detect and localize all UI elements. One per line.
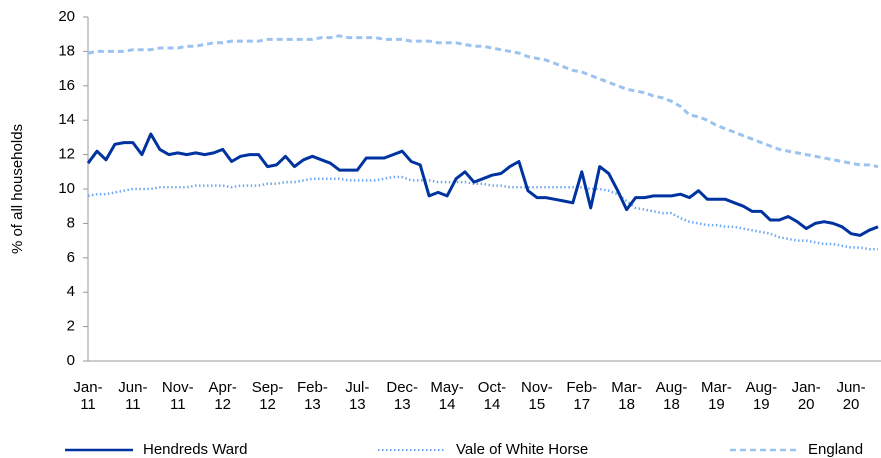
series-line bbox=[87, 175, 878, 251]
y-tick-label: 0 bbox=[67, 352, 75, 369]
y-tick-label: 16 bbox=[58, 77, 75, 94]
y-tick-label: 8 bbox=[67, 214, 75, 231]
legend-label: England bbox=[808, 441, 863, 458]
x-tick-label: Dec-13 bbox=[386, 379, 419, 413]
y-tick-label: 4 bbox=[67, 283, 75, 300]
y-tick-label: 6 bbox=[67, 249, 75, 266]
x-tick-label: Nov-11 bbox=[161, 379, 194, 413]
y-tick-label: 14 bbox=[58, 111, 75, 128]
y-tick-label: 12 bbox=[58, 146, 75, 163]
series-line bbox=[87, 34, 879, 169]
x-tick-label: Aug-19 bbox=[745, 379, 778, 413]
y-tick-label: 20 bbox=[58, 8, 75, 25]
x-tick-label: Sep-12 bbox=[251, 379, 284, 413]
x-tick-label: Oct-14 bbox=[477, 379, 507, 413]
x-tick-label: Feb-13 bbox=[297, 379, 328, 413]
y-tick-label: 10 bbox=[58, 180, 75, 197]
x-tick-label: Aug-18 bbox=[655, 379, 688, 413]
y-tick-label: 18 bbox=[58, 42, 75, 59]
x-tick-label: Mar-19 bbox=[700, 379, 732, 413]
y-axis-label: % of all households bbox=[9, 124, 26, 254]
x-tick-label: Mar-18 bbox=[611, 379, 643, 413]
x-tick-label: Jun-11 bbox=[118, 379, 148, 413]
x-tick-label: Jun-20 bbox=[836, 379, 866, 413]
x-tick-label: Feb-17 bbox=[566, 379, 598, 413]
x-tick-label: Jan-20 bbox=[791, 379, 821, 413]
legend-label: Vale of White Horse bbox=[456, 441, 588, 458]
x-tick-label: Jan-11 bbox=[73, 379, 103, 413]
y-tick-label: 2 bbox=[67, 318, 75, 335]
x-tick-label: Nov-15 bbox=[521, 379, 553, 413]
x-tick-label: Jul-13 bbox=[345, 379, 370, 413]
x-tick-label: May-14 bbox=[430, 379, 464, 413]
x-tick-label: Apr-12 bbox=[208, 379, 237, 413]
series-line bbox=[86, 132, 879, 237]
legend-label: Hendreds Ward bbox=[143, 441, 248, 458]
